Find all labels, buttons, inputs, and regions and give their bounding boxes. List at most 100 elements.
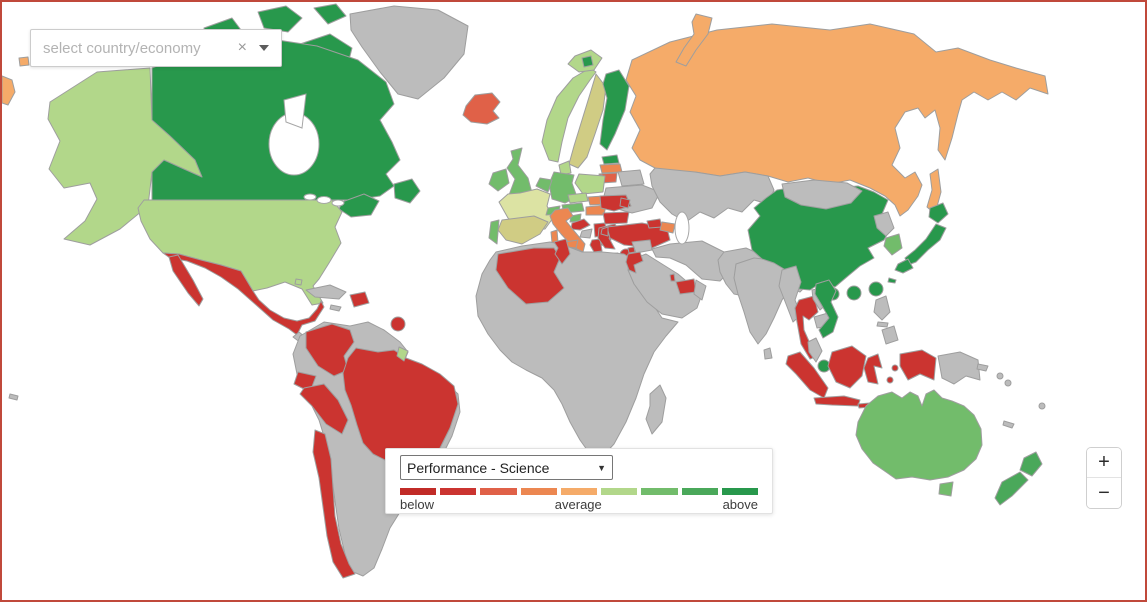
map-region-oman[interactable] bbox=[693, 279, 707, 301]
map-region-tunisia[interactable] bbox=[553, 238, 571, 265]
map-region-greenland[interactable] bbox=[349, 5, 469, 100]
legend-scale-bar bbox=[400, 488, 758, 495]
water-caspian-sea bbox=[674, 211, 690, 245]
map-region-kazakh[interactable] bbox=[649, 167, 775, 223]
map-region-baja[interactable] bbox=[168, 254, 204, 307]
map-region-japan-hokkaido[interactable] bbox=[928, 202, 949, 224]
map-region-solomon1[interactable] bbox=[996, 372, 1004, 380]
map-region-mongolia[interactable] bbox=[781, 179, 863, 210]
map-region-newfoundland[interactable] bbox=[393, 178, 421, 204]
map-region-ireland[interactable] bbox=[488, 168, 510, 192]
map-region-madagascar[interactable] bbox=[645, 384, 667, 435]
map-region-bosnia[interactable] bbox=[579, 228, 593, 239]
map-region-bahamas[interactable] bbox=[294, 278, 303, 286]
map-region-uae[interactable] bbox=[675, 278, 697, 295]
map-region-png[interactable] bbox=[937, 351, 981, 385]
map-region-can-arctic-5[interactable] bbox=[313, 3, 347, 25]
country-search-input[interactable] bbox=[31, 39, 232, 57]
map-region-taiwan[interactable] bbox=[868, 281, 884, 297]
map-region-saudi[interactable] bbox=[627, 253, 703, 319]
map-region-israel-jordan[interactable] bbox=[625, 251, 644, 274]
map-region-french-guiana[interactable] bbox=[396, 346, 409, 362]
zoom-out-button[interactable]: − bbox=[1087, 478, 1121, 508]
map-region-sri-lanka[interactable] bbox=[763, 347, 773, 360]
map-region-azerbaijan[interactable] bbox=[659, 221, 676, 234]
map-region-jamaica[interactable] bbox=[329, 304, 342, 312]
map-region-okinawa[interactable] bbox=[887, 277, 897, 284]
legend-label-above: above bbox=[722, 497, 758, 512]
zoom-in-button[interactable]: + bbox=[1087, 448, 1121, 478]
map-region-nl-be[interactable] bbox=[535, 177, 553, 193]
map-region-west-papua[interactable] bbox=[899, 349, 937, 381]
map-region-maluku1[interactable] bbox=[886, 376, 894, 384]
map-region-solomon2[interactable] bbox=[1004, 379, 1012, 387]
map-region-japan-kyushu[interactable] bbox=[894, 258, 914, 274]
map-region-algeria[interactable] bbox=[495, 247, 565, 305]
map-region-chile[interactable] bbox=[312, 429, 356, 579]
map-region-peru[interactable] bbox=[299, 383, 349, 435]
map-region-estonia[interactable] bbox=[601, 154, 620, 165]
map-region-visayas[interactable] bbox=[876, 321, 889, 328]
chevron-down-icon[interactable] bbox=[259, 45, 269, 51]
legend-scale-segment bbox=[681, 488, 718, 495]
map-region-maluku2[interactable] bbox=[891, 364, 899, 372]
map-region-qatar[interactable] bbox=[669, 273, 676, 282]
map-region-svalbard-inner[interactable] bbox=[581, 55, 594, 68]
map-region-istanbul[interactable] bbox=[600, 226, 609, 237]
map-region-malaysia-pen[interactable] bbox=[807, 337, 823, 363]
map-region-spain[interactable] bbox=[497, 215, 549, 245]
map-region-japan-honshu[interactable] bbox=[904, 223, 947, 266]
map-region-sk[interactable] bbox=[883, 233, 903, 256]
legend-scale-segment bbox=[721, 488, 758, 495]
map-region-turkey[interactable] bbox=[606, 222, 671, 249]
legend-scale-segment bbox=[440, 488, 477, 495]
clear-icon[interactable]: × bbox=[237, 39, 247, 56]
map-region-mexico[interactable] bbox=[162, 252, 325, 336]
map-region-finland[interactable] bbox=[599, 69, 630, 151]
map-region-portugal[interactable] bbox=[488, 219, 500, 245]
map-region-new-caledonia[interactable] bbox=[1002, 420, 1015, 429]
map-region-australia[interactable] bbox=[855, 389, 983, 481]
map-region-czech[interactable] bbox=[567, 192, 589, 204]
map-region-chuk2[interactable] bbox=[18, 56, 30, 67]
map-region-vietnam[interactable] bbox=[814, 279, 839, 339]
map-region-cuba[interactable] bbox=[305, 284, 347, 300]
country-search-combobox[interactable]: × bbox=[30, 29, 282, 67]
map-region-sweden[interactable] bbox=[568, 73, 607, 169]
map-region-hawaii[interactable] bbox=[8, 393, 19, 401]
map-region-borneo[interactable] bbox=[827, 345, 867, 389]
map-region-trinidad[interactable] bbox=[390, 316, 406, 332]
map-region-java[interactable] bbox=[813, 395, 861, 407]
map-region-iceland[interactable] bbox=[462, 92, 501, 125]
metric-dropdown[interactable]: Performance - Science ▼ bbox=[400, 455, 613, 480]
map-region-nz-south[interactable] bbox=[994, 471, 1029, 506]
map-region-mindanao[interactable] bbox=[881, 325, 899, 345]
map-region-fiji[interactable] bbox=[1038, 402, 1046, 410]
map-region-tasmania[interactable] bbox=[938, 481, 954, 497]
map-region-denmark[interactable] bbox=[558, 160, 572, 176]
map-region-belarus[interactable] bbox=[617, 169, 645, 187]
map-region-novaya[interactable] bbox=[675, 13, 713, 67]
legend-label-below: below bbox=[400, 497, 434, 512]
map-region-hongkong[interactable] bbox=[846, 285, 862, 301]
legend-scale-segment bbox=[560, 488, 598, 495]
map-region-can-arctic-1[interactable] bbox=[257, 5, 303, 33]
map-region-alaska[interactable] bbox=[47, 67, 203, 246]
map-region-luzon[interactable] bbox=[873, 295, 891, 321]
map-region-sumatra[interactable] bbox=[785, 351, 829, 399]
map-region-png-islands[interactable] bbox=[976, 363, 989, 372]
map-region-nz-north[interactable] bbox=[1019, 451, 1043, 477]
map-region-bulgaria[interactable] bbox=[602, 211, 630, 225]
map-region-sulawesi[interactable] bbox=[863, 353, 883, 385]
map-region-chuk1[interactable] bbox=[2, 75, 16, 106]
map-region-iran-blob[interactable] bbox=[651, 240, 733, 282]
map-region-moldova[interactable] bbox=[619, 197, 631, 209]
map-region-lebanon[interactable] bbox=[627, 246, 636, 254]
map-region-nk[interactable] bbox=[873, 211, 895, 237]
map-region-norway[interactable] bbox=[541, 67, 597, 163]
map-region-usa[interactable] bbox=[137, 199, 343, 306]
map-region-poland[interactable] bbox=[574, 173, 606, 195]
map-region-dominican[interactable] bbox=[349, 291, 370, 308]
map-region-georgia[interactable] bbox=[646, 218, 663, 229]
